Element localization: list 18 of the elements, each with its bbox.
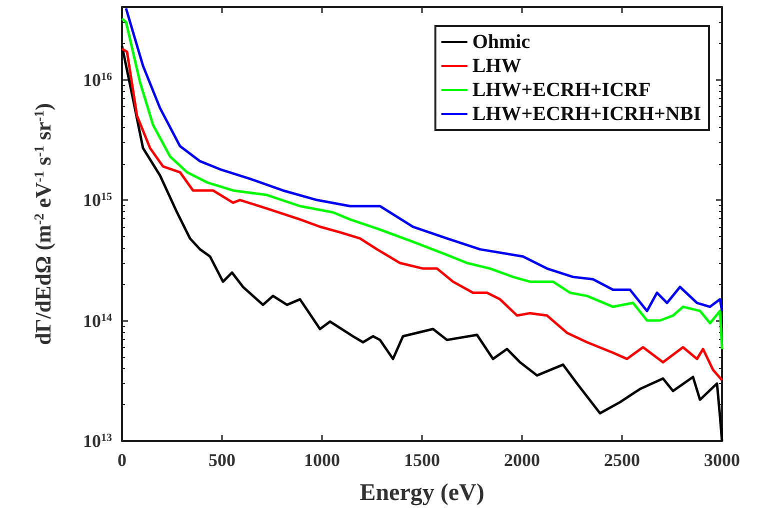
x-axis-title: Energy (eV) bbox=[360, 480, 484, 506]
line-series bbox=[120, 48, 724, 382]
y-tick-label: 10$^{15}$ bbox=[83, 189, 112, 212]
y-tick-label: 10$^{16}$ bbox=[83, 68, 112, 91]
x-tick-label: 0 bbox=[118, 450, 126, 470]
legend-label: LHW+ECRH+ICRH+NBI bbox=[472, 103, 702, 125]
legend-label: LHW+ECRH+ICRF bbox=[472, 79, 651, 101]
x-tick-label: 500 bbox=[208, 450, 236, 470]
x-tick-label: 2000 bbox=[504, 450, 540, 470]
y-tick-label: 10$^{14}$ bbox=[83, 310, 112, 332]
y-tick-label: 10$^{13}$ bbox=[83, 430, 112, 452]
text: dΓ/dEdΩ (m-2 eV-1 s-1 sr-1) bbox=[30, 102, 56, 346]
x-tick-label: 1500 bbox=[404, 450, 440, 470]
x-tick-label: 1000 bbox=[304, 450, 340, 470]
x-tick-label: 3000 bbox=[704, 450, 740, 470]
legend-label: LHW bbox=[472, 55, 522, 77]
x-tick-label: 2500 bbox=[604, 450, 640, 470]
legend-label: Ohmic bbox=[472, 31, 530, 53]
